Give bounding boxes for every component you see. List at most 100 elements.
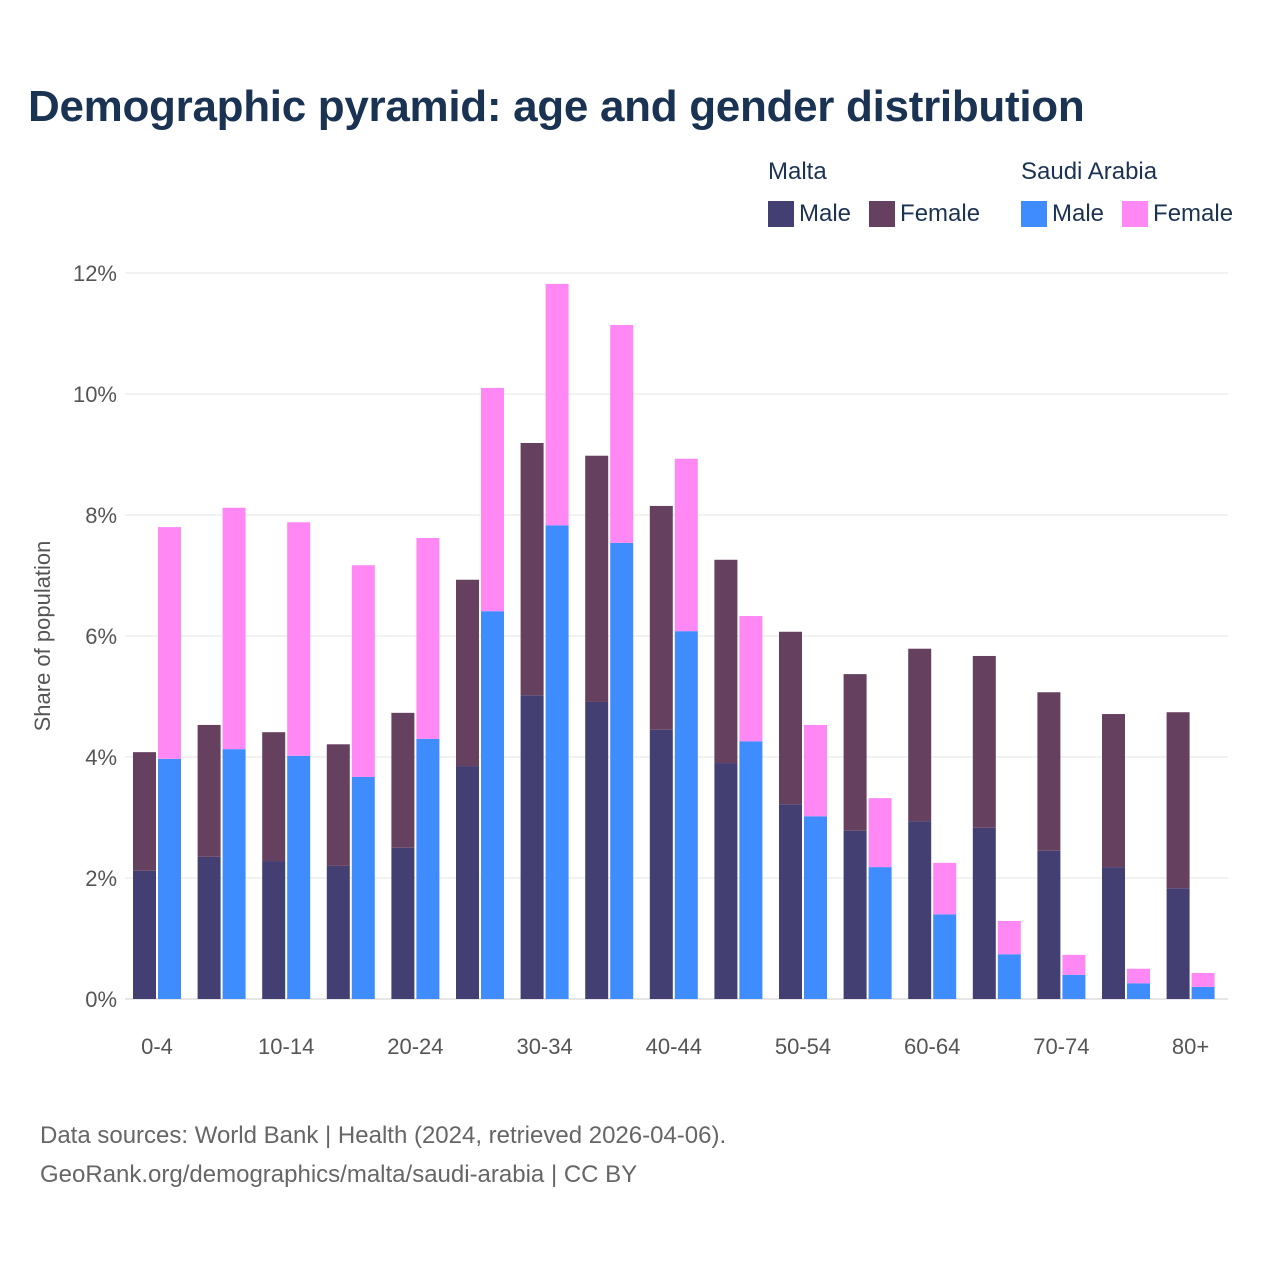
bar-malta-male-10-14[interactable] bbox=[262, 861, 286, 999]
bar-malta-female-40-44[interactable] bbox=[649, 505, 673, 730]
y-tick-label: 12% bbox=[73, 261, 117, 286]
bar-malta-male-40-44[interactable] bbox=[649, 729, 673, 999]
bar-malta-female-55-59[interactable] bbox=[843, 674, 867, 831]
bar-saudi-arabia-female-45-49[interactable] bbox=[739, 616, 763, 742]
bar-malta-female-15-19[interactable] bbox=[326, 744, 350, 866]
bar-malta-male-0-4[interactable] bbox=[133, 870, 156, 999]
x-tick-label: 0-4 bbox=[141, 1034, 173, 1059]
bar-saudi-arabia-male-55-59[interactable] bbox=[868, 867, 892, 999]
bar-malta-male-75-79[interactable] bbox=[1102, 867, 1125, 999]
legend-swatch bbox=[869, 201, 896, 227]
x-tick-label: 30-34 bbox=[516, 1034, 572, 1059]
legend-saudi-arabia: Saudi Arabia Male Female bbox=[1021, 158, 1233, 228]
bar-saudi-arabia-female-20-24[interactable] bbox=[416, 537, 440, 739]
legend-group-title: Saudi Arabia bbox=[1021, 158, 1158, 185]
bar-saudi-arabia-male-80+[interactable] bbox=[1191, 986, 1215, 999]
bar-malta-female-60-64[interactable] bbox=[908, 648, 932, 822]
bar-malta-female-65-69[interactable] bbox=[972, 655, 996, 828]
bar-malta-female-25-29[interactable] bbox=[456, 579, 479, 767]
bar-saudi-arabia-female-60-64[interactable] bbox=[933, 862, 957, 915]
bar-saudi-arabia-male-70-74[interactable] bbox=[1062, 974, 1086, 999]
bar-malta-male-60-64[interactable] bbox=[908, 821, 932, 999]
x-tick-label: 60-64 bbox=[904, 1034, 960, 1059]
bar-malta-male-50-54[interactable] bbox=[779, 804, 802, 999]
bar-saudi-arabia-male-65-69[interactable] bbox=[997, 954, 1021, 999]
x-tick-label: 20-24 bbox=[387, 1034, 443, 1059]
bar-saudi-arabia-female-75-79[interactable] bbox=[1127, 968, 1150, 984]
bar-malta-female-10-14[interactable] bbox=[262, 732, 286, 862]
x-tick-label: 50-54 bbox=[775, 1034, 831, 1059]
bar-malta-male-70-74[interactable] bbox=[1037, 850, 1061, 999]
y-tick-label: 8% bbox=[85, 503, 117, 528]
x-tick-label: 40-44 bbox=[646, 1034, 702, 1059]
bar-malta-female-0-4[interactable] bbox=[133, 752, 156, 871]
bar-saudi-arabia-female-10-14[interactable] bbox=[287, 522, 311, 756]
bar-saudi-arabia-male-75-79[interactable] bbox=[1127, 983, 1150, 999]
bar-saudi-arabia-male-30-34[interactable] bbox=[545, 525, 569, 999]
bar-saudi-arabia-male-10-14[interactable] bbox=[287, 755, 311, 999]
footer: Data sources: World Bank | Health (2024,… bbox=[40, 1116, 726, 1194]
bar-malta-male-15-19[interactable] bbox=[326, 865, 350, 999]
bar-malta-female-75-79[interactable] bbox=[1102, 714, 1125, 868]
bar-saudi-arabia-female-50-54[interactable] bbox=[804, 724, 827, 817]
x-tick-label: 70-74 bbox=[1033, 1034, 1089, 1059]
bar-saudi-arabia-male-25-29[interactable] bbox=[481, 611, 504, 999]
bar-malta-male-55-59[interactable] bbox=[843, 830, 867, 999]
x-tick-label: 80+ bbox=[1172, 1034, 1209, 1059]
bar-saudi-arabia-male-50-54[interactable] bbox=[804, 816, 827, 999]
y-tick-label: 0% bbox=[85, 987, 117, 1012]
bar-saudi-arabia-female-80+[interactable] bbox=[1191, 972, 1215, 987]
legend-swatch bbox=[1021, 201, 1047, 227]
bar-saudi-arabia-female-40-44[interactable] bbox=[674, 458, 698, 632]
y-tick-label: 2% bbox=[85, 866, 117, 891]
bar-malta-female-20-24[interactable] bbox=[391, 712, 415, 848]
bar-malta-female-30-34[interactable] bbox=[520, 443, 544, 696]
legend-item-saudi-female[interactable]: Female bbox=[1122, 200, 1233, 228]
bar-malta-female-45-49[interactable] bbox=[714, 559, 738, 764]
bar-saudi-arabia-male-35-39[interactable] bbox=[610, 542, 634, 999]
bar-saudi-arabia-female-55-59[interactable] bbox=[868, 798, 892, 868]
bar-malta-female-35-39[interactable] bbox=[585, 455, 609, 702]
bar-saudi-arabia-female-35-39[interactable] bbox=[610, 325, 634, 543]
x-tick-label: 10-14 bbox=[258, 1034, 314, 1059]
bar-saudi-arabia-male-15-19[interactable] bbox=[351, 776, 375, 999]
bar-malta-female-70-74[interactable] bbox=[1037, 692, 1061, 851]
bar-malta-male-30-34[interactable] bbox=[520, 695, 544, 999]
bar-saudi-arabia-female-15-19[interactable] bbox=[351, 565, 375, 777]
legend-label: Female bbox=[900, 200, 981, 227]
bar-malta-male-65-69[interactable] bbox=[972, 827, 996, 999]
bar-saudi-arabia-female-0-4[interactable] bbox=[158, 527, 181, 759]
bar-saudi-arabia-female-70-74[interactable] bbox=[1062, 954, 1086, 975]
bar-malta-male-5-9[interactable] bbox=[197, 856, 221, 999]
bar-malta-female-5-9[interactable] bbox=[197, 724, 221, 857]
bar-saudi-arabia-male-40-44[interactable] bbox=[674, 631, 698, 999]
legend-item-saudi-male[interactable]: Male bbox=[1021, 200, 1104, 228]
bar-malta-female-80+[interactable] bbox=[1166, 712, 1190, 889]
footer-source: Data sources: World Bank | Health (2024,… bbox=[40, 1122, 727, 1149]
legend-item-malta-female[interactable]: Female bbox=[869, 200, 980, 228]
bar-saudi-arabia-female-25-29[interactable] bbox=[481, 387, 504, 612]
bar-saudi-arabia-male-5-9[interactable] bbox=[222, 749, 246, 999]
bar-saudi-arabia-male-45-49[interactable] bbox=[739, 741, 763, 999]
bar-malta-male-35-39[interactable] bbox=[585, 701, 609, 999]
legend-swatch bbox=[1122, 201, 1149, 227]
bar-saudi-arabia-female-65-69[interactable] bbox=[997, 920, 1021, 955]
bar-saudi-arabia-female-5-9[interactable] bbox=[222, 507, 246, 750]
footer-url[interactable]: GeoRank.org/demographics/malta/saudi-ara… bbox=[40, 1161, 638, 1188]
legend-item-malta-male[interactable]: Male bbox=[768, 200, 851, 228]
legend-label: Male bbox=[799, 200, 852, 227]
bar-malta-female-50-54[interactable] bbox=[779, 631, 802, 805]
bar-malta-male-80+[interactable] bbox=[1166, 888, 1190, 999]
legend-malta: Malta Male Female bbox=[768, 158, 998, 228]
bar-saudi-arabia-male-0-4[interactable] bbox=[158, 758, 181, 999]
bar-saudi-arabia-male-60-64[interactable] bbox=[933, 914, 957, 999]
y-tick-label: 4% bbox=[85, 745, 117, 770]
y-axis-label: Share of population bbox=[30, 541, 55, 732]
bar-malta-male-45-49[interactable] bbox=[714, 763, 738, 999]
bar-saudi-arabia-male-20-24[interactable] bbox=[416, 738, 440, 999]
bar-malta-male-25-29[interactable] bbox=[456, 766, 479, 999]
bar-saudi-arabia-female-30-34[interactable] bbox=[545, 283, 569, 526]
legend-label: Male bbox=[1052, 200, 1105, 227]
bar-malta-male-20-24[interactable] bbox=[391, 847, 415, 999]
